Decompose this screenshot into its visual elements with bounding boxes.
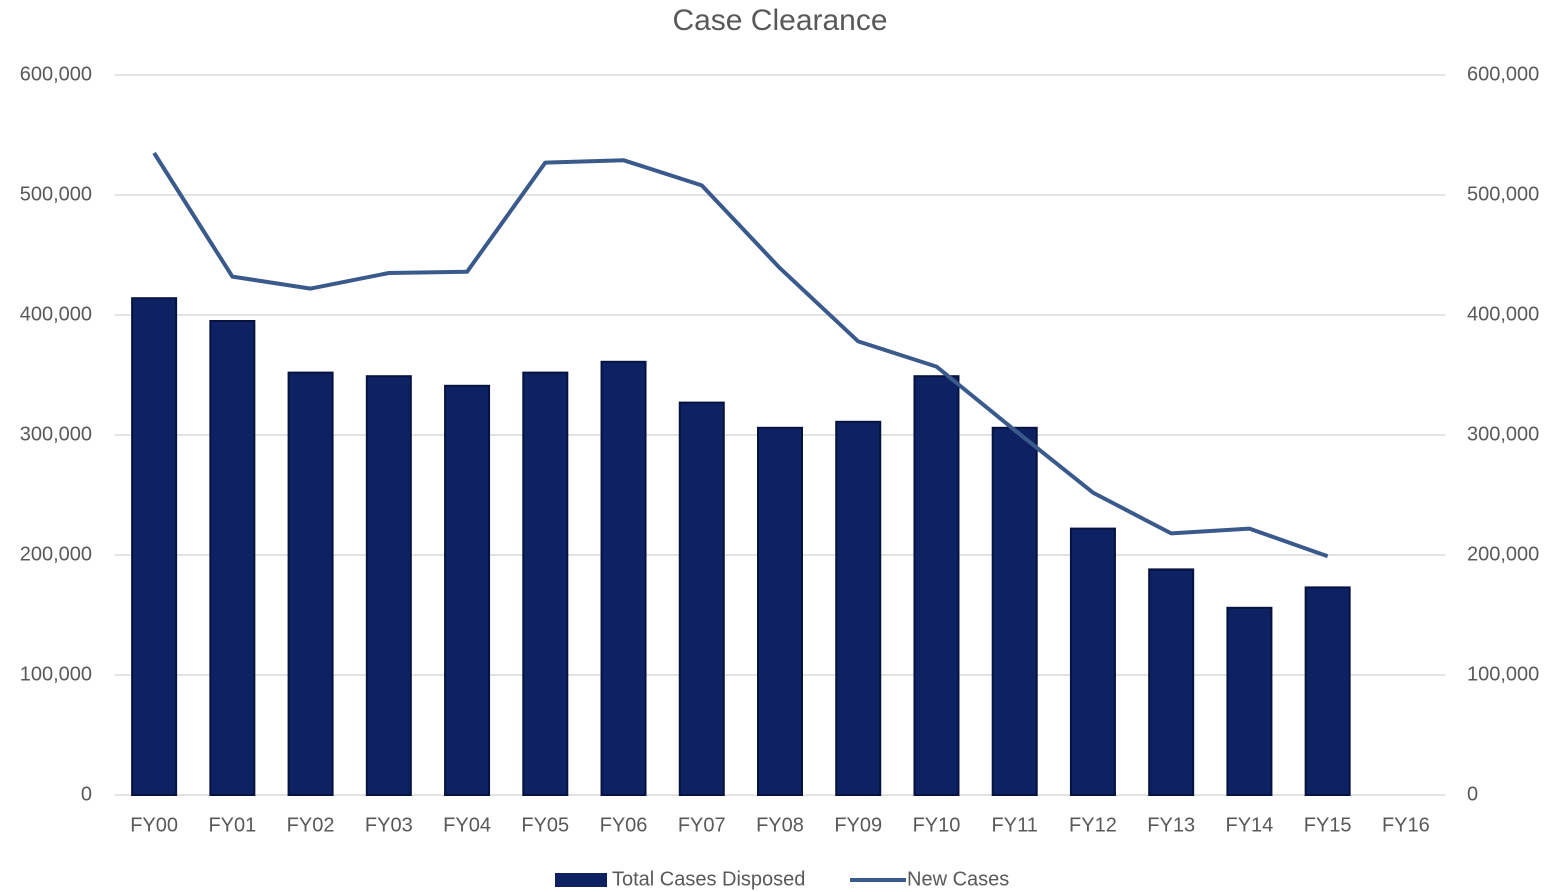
bar — [678, 401, 725, 796]
x-tick-label: FY07 — [678, 814, 726, 836]
y-tick-label: 400,000 — [20, 303, 92, 325]
y-tick-label: 100,000 — [20, 663, 92, 685]
bar — [365, 375, 412, 796]
bar — [209, 320, 256, 796]
y2-tick-label: 300,000 — [1467, 423, 1539, 445]
y2-tick-label: 0 — [1467, 783, 1478, 805]
bar — [131, 297, 178, 796]
line — [152, 151, 1329, 559]
x-tick-label: FY08 — [756, 814, 804, 836]
x-tick-label: FY02 — [287, 814, 335, 836]
bar — [757, 426, 803, 796]
y2-tick-label: 400,000 — [1467, 303, 1539, 325]
x-tick-label: FY13 — [1147, 814, 1195, 836]
legend-label: Total Cases Disposed — [612, 868, 805, 890]
bar — [522, 371, 569, 796]
x-tick-label: FY00 — [130, 814, 178, 836]
x-tick-label: FY16 — [1382, 814, 1430, 836]
x-tick-label: FY04 — [443, 814, 491, 836]
legend-label: New Cases — [907, 868, 1009, 890]
bar — [600, 360, 647, 796]
x-tick-label: FY09 — [834, 814, 882, 836]
y-tick-label: 500,000 — [20, 183, 92, 205]
y-tick-label: 0 — [81, 783, 92, 805]
y2-tick-label: 100,000 — [1467, 663, 1539, 685]
x-tick-label: FY03 — [365, 814, 413, 836]
bar — [1069, 527, 1116, 796]
x-tick-label: FY11 — [992, 814, 1038, 836]
legend-swatch — [555, 873, 607, 887]
y2-tick-label: 200,000 — [1467, 543, 1539, 565]
chart-title: Case Clearance — [672, 4, 887, 37]
bar — [991, 426, 1038, 796]
bar — [1304, 586, 1351, 797]
y-tick-label: 600,000 — [20, 63, 92, 85]
y2-tick-label: 600,000 — [1467, 63, 1539, 85]
x-tick-label: FY10 — [913, 814, 961, 836]
x-tick-label: FY14 — [1226, 814, 1274, 836]
x-tick-label: FY15 — [1304, 814, 1352, 836]
y-tick-label: 200,000 — [20, 543, 92, 565]
x-tick-label: FY06 — [600, 814, 648, 836]
y2-tick-label: 500,000 — [1467, 183, 1539, 205]
bar — [1226, 606, 1273, 796]
x-tick-label: FY12 — [1069, 814, 1117, 836]
bar — [444, 384, 491, 796]
y-tick-label: 300,000 — [20, 423, 92, 445]
bar — [287, 371, 334, 796]
x-tick-label: FY01 — [208, 814, 256, 836]
bar — [1148, 568, 1195, 797]
x-tick-label: FY05 — [521, 814, 569, 836]
bar — [913, 375, 960, 796]
bar — [835, 420, 882, 796]
